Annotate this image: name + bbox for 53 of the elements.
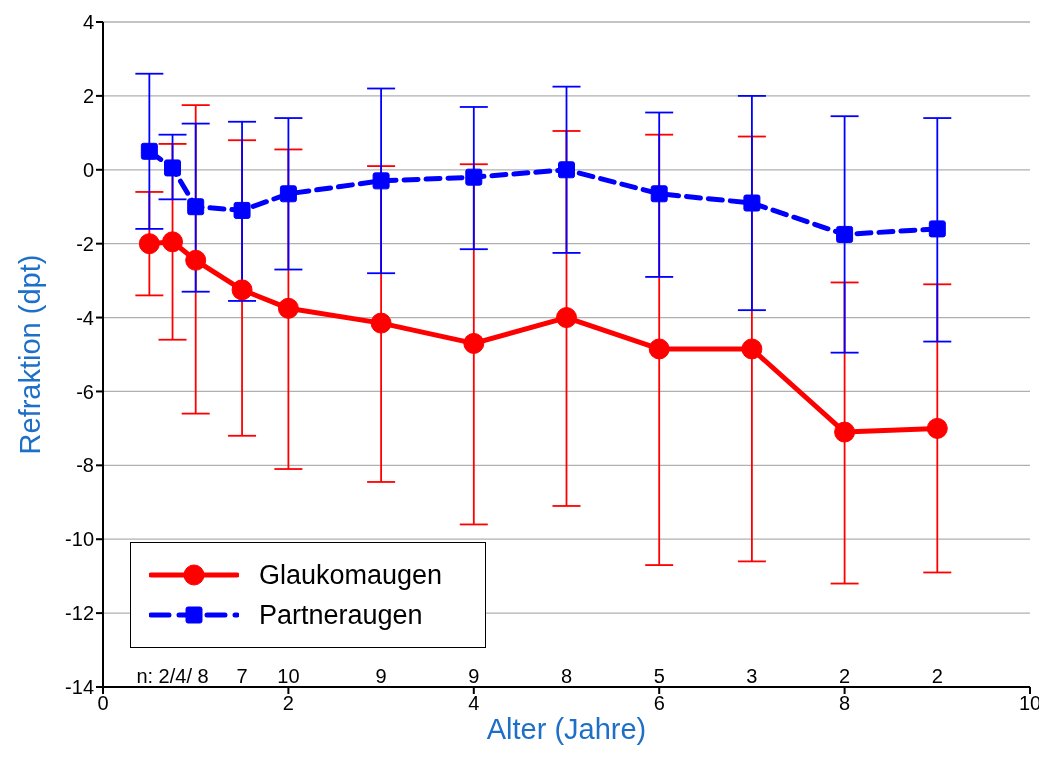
annotation: 2 — [839, 665, 851, 687]
y-tick-label: -2 — [76, 232, 94, 255]
point — [741, 338, 763, 360]
y-tick-label: -8 — [76, 454, 94, 477]
x-tick-label: 6 — [653, 692, 665, 715]
x-tick-label: 8 — [839, 692, 851, 715]
y-tick-label: 4 — [82, 11, 94, 34]
point — [187, 198, 205, 216]
annotation: 3 — [746, 665, 758, 687]
point — [138, 233, 160, 255]
annotation: 10 — [277, 665, 300, 687]
x-tick-label: 2 — [282, 692, 294, 715]
point — [372, 172, 390, 190]
y-tick-label: -14 — [65, 676, 94, 699]
x-axis-title: Alter (Jahre) — [486, 713, 647, 745]
point — [231, 279, 253, 301]
point — [185, 249, 207, 271]
point — [926, 417, 948, 439]
annotation: 2 — [931, 665, 943, 687]
x-tick-label: 0 — [97, 692, 109, 715]
point — [277, 297, 299, 319]
point — [370, 312, 392, 334]
y-tick-label: -6 — [76, 380, 94, 403]
legend-label: Glaukomaugen — [259, 559, 443, 591]
point — [162, 231, 184, 253]
point — [463, 332, 485, 354]
point — [834, 421, 856, 443]
point — [556, 307, 577, 329]
annotation: 5 — [653, 665, 665, 687]
point — [233, 201, 251, 219]
annotation: 7 — [236, 665, 248, 687]
y-tick-label: 0 — [82, 158, 94, 181]
point — [648, 338, 670, 360]
annotation: 9 — [375, 665, 387, 687]
annotation: 8 — [560, 665, 573, 687]
point — [140, 142, 158, 160]
y-tick-label: -4 — [76, 306, 94, 329]
point — [558, 161, 575, 179]
annotation: 9 — [468, 665, 480, 687]
y-tick-label: 2 — [82, 84, 94, 107]
point — [928, 220, 946, 238]
x-tick-label: 4 — [468, 692, 480, 715]
y-axis-title: Refraktion (dpt) — [14, 254, 47, 455]
y-tick-label: -10 — [65, 528, 94, 551]
point — [743, 194, 761, 212]
point — [650, 185, 668, 203]
annotation: n: 2/4/ 8 — [136, 665, 209, 687]
point — [465, 168, 483, 186]
point — [279, 185, 297, 203]
point — [836, 225, 854, 243]
y-tick-label: -12 — [65, 602, 94, 625]
legend-label: Partneraugen — [259, 599, 423, 631]
point — [164, 159, 182, 177]
